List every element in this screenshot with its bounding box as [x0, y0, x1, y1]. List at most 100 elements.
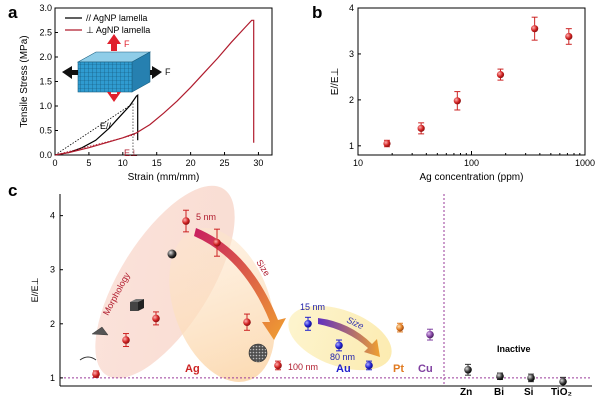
legend-label-perpendicular: ⊥ AgNP lamella: [86, 25, 150, 35]
panel-c-points: [92, 209, 567, 387]
y-tick-label-3: 3: [349, 49, 354, 59]
x-tick-label-15: 15: [152, 158, 162, 168]
tangent-line-parallel: [54, 103, 134, 156]
tangent-line-perpendicular: [54, 134, 137, 156]
data-point-tio2-15: [559, 377, 567, 386]
force-arrow-right: [150, 66, 162, 79]
y-tick-label-3: 3: [50, 265, 55, 275]
panel-c-ticks: 1 2 3 4: [50, 211, 63, 383]
data-point-cu-11: [426, 330, 434, 339]
y-tick-label-1: 1: [349, 141, 354, 151]
panel-a-y-label: Tensile Stress (MPa): [19, 35, 30, 127]
series-line-perpendicular: [54, 19, 255, 156]
y-tick-label-2: 1.0: [39, 101, 52, 111]
panel-b-x-label: Ag concentration (ppm): [420, 172, 524, 183]
nanoplate-shape-icon: [91, 326, 109, 336]
group-label-pt: Pt: [393, 363, 404, 375]
force-arrow-left: [62, 66, 78, 79]
group-label-au: Au: [336, 363, 351, 375]
x-tick-label-5: 5: [86, 158, 91, 168]
y-tick-label-0: 0.0: [39, 150, 52, 160]
series-line-parallel: [54, 93, 139, 156]
data-point-5: [565, 32, 573, 41]
force-arrow-down: [107, 92, 121, 102]
force-label-right: F: [165, 67, 171, 77]
group-label-cu: Cu: [418, 363, 433, 375]
group-label-ag: Ag: [185, 363, 200, 375]
ag-100nm-label: 100 nm: [288, 362, 318, 372]
panel-c-y-label: E//E⊥: [30, 277, 40, 302]
panel-a-chart: 0 5 10 15 20 25 30 0.0 0.5 1.0 1.5 2.0 2.5 3.0 Strain…: [19, 3, 273, 183]
group-label-bi: Bi: [494, 387, 504, 398]
data-point-si-14: [527, 374, 535, 382]
panel-label-b: b: [312, 3, 322, 22]
panel-b-chart: 10 100 1000 1 2 3 4 Ag concentration (ppm) E//…: [330, 3, 595, 183]
au-size-arrow: [318, 318, 380, 357]
ag-size-ellipse: [169, 228, 275, 382]
data-point-ag-6: [274, 361, 282, 370]
data-point-ag-2: [152, 314, 160, 323]
panel-b-frame: [357, 7, 586, 156]
data-point-au-9: [365, 361, 373, 370]
data-point-1: [417, 124, 425, 132]
legend-label-parallel: // AgNP lamella: [86, 13, 147, 23]
x-tick-label-20: 20: [186, 158, 196, 168]
group-label-si: Si: [524, 387, 534, 398]
panel-b-y-label: E//E⊥: [330, 68, 341, 96]
panel-c-axes: [59, 194, 592, 387]
lamella-cube-illustration: F F: [62, 34, 171, 102]
morphology-hook: [79, 356, 97, 361]
y-tick-label-5: 2.5: [39, 28, 52, 38]
x-tick-label-10: 10: [118, 158, 128, 168]
data-point-au-8: [335, 341, 343, 350]
y-tick-label-1: 1: [50, 373, 55, 383]
force-arrow-up: [107, 34, 121, 51]
nanosphere-small-icon: [167, 249, 177, 259]
panel-a-ticks: 0 5 10 15 20 25 30 0.0 0.5 1.0 1.5 2.0 2.5 3.0: [39, 3, 263, 168]
group-label-tio2: TiO₂: [551, 387, 572, 398]
data-point-ag-3: [182, 217, 190, 225]
inactive-label: Inactive: [497, 344, 531, 354]
data-point-2: [453, 97, 461, 105]
x-tick-label-100: 100: [464, 158, 479, 168]
data-point-ag-0: [92, 370, 100, 378]
au-15nm-label: 15 nm: [300, 302, 325, 312]
data-point-4: [531, 25, 539, 33]
annotation-e-perpendicular: E⊥: [124, 148, 138, 158]
group-label-zn: Zn: [460, 387, 472, 398]
y-tick-label-4: 2.0: [39, 52, 52, 62]
au-80nm-label: 80 nm: [330, 352, 355, 362]
nanocube-shape-icon: [130, 299, 144, 311]
nanosphere-large-icon: [248, 343, 268, 363]
data-point-bi-13: [496, 372, 504, 381]
data-point-ag-5: [243, 318, 251, 326]
data-point-ag-1: [122, 336, 130, 344]
data-point-pt-10: [396, 323, 404, 332]
data-point-au-7: [304, 320, 312, 328]
data-point-ag-4: [213, 238, 221, 247]
panel-label-c: c: [8, 181, 17, 200]
annotation-e-parallel: E//: [100, 121, 112, 131]
panel-label-a: a: [8, 3, 18, 22]
data-point-0: [383, 139, 391, 148]
panel-a-x-label: Strain (mm/mm): [128, 172, 200, 183]
x-tick-label-10: 10: [353, 158, 363, 168]
au-size-ellipse: [288, 305, 392, 371]
y-tick-label-4: 4: [50, 211, 55, 221]
y-tick-label-4: 4: [349, 3, 354, 13]
ag-5nm-label: 5 nm: [196, 212, 216, 222]
x-tick-label-1000: 1000: [575, 158, 595, 168]
x-tick-label-25: 25: [220, 158, 230, 168]
panel-a-legend: // AgNP lamella ⊥ AgNP lamella: [65, 13, 150, 35]
y-tick-label-6: 3.0: [39, 3, 52, 13]
panel-b-axes: [357, 7, 586, 156]
y-tick-label-3: 1.5: [39, 77, 52, 87]
panel-b-points: [383, 16, 573, 148]
panel-b-ticks: 10 100 1000 1 2 3 4: [349, 3, 595, 168]
y-tick-label-2: 2: [50, 319, 55, 329]
x-tick-label-30: 30: [253, 158, 263, 168]
panel-a-series: [54, 19, 255, 156]
data-point-zn-12: [464, 365, 472, 374]
